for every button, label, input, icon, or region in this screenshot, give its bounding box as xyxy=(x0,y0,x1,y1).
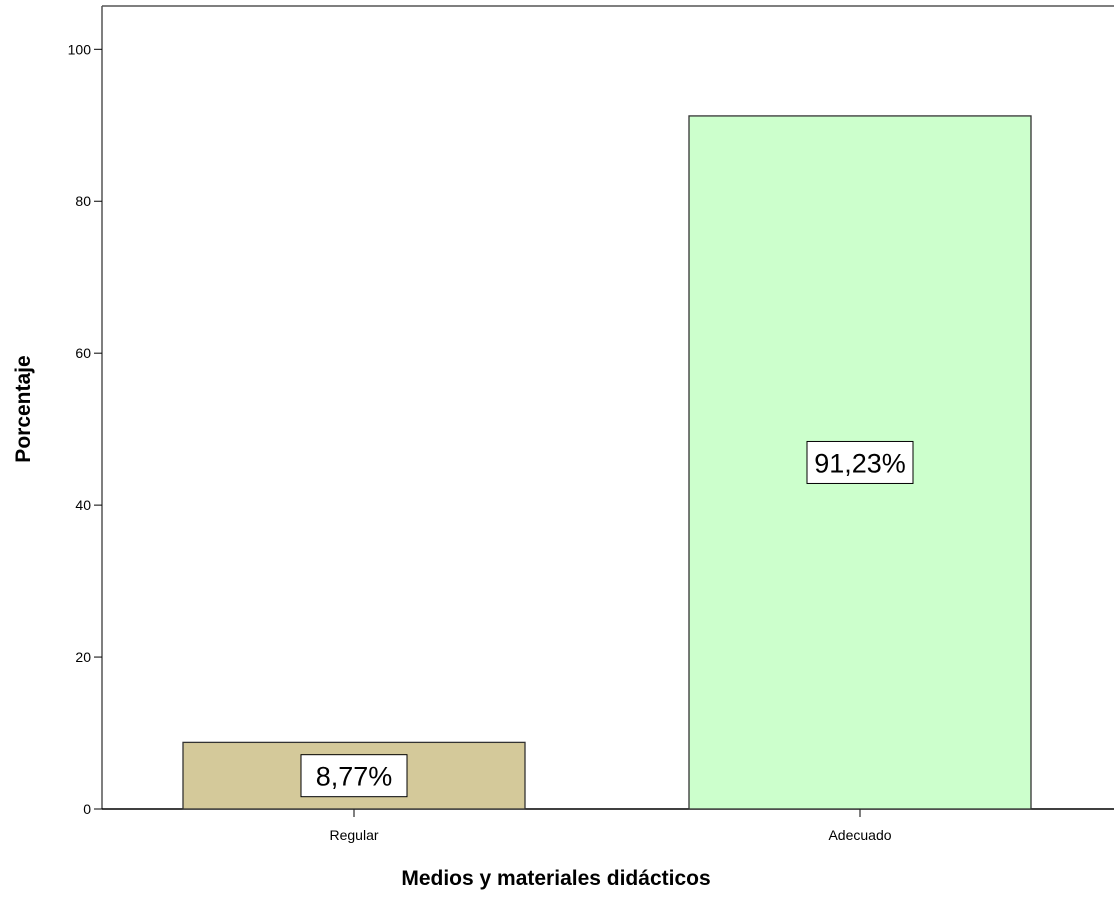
y-tick-label: 20 xyxy=(75,649,91,665)
y-axis-title: Porcentaje xyxy=(12,355,35,462)
x-axis: Regular Adecuado xyxy=(329,809,892,843)
y-tick-label: 0 xyxy=(83,801,91,817)
y-tick-label: 80 xyxy=(75,193,91,209)
data-labels: 8,77% 91,23% xyxy=(300,440,914,798)
data-label-text: 8,77% xyxy=(316,762,393,792)
data-label-box xyxy=(806,440,914,484)
x-tick-label: Adecuado xyxy=(828,827,891,843)
y-tick-label: 40 xyxy=(75,497,91,513)
y-tick-label: 100 xyxy=(68,41,92,57)
x-tick-label: Regular xyxy=(329,827,378,843)
data-label-regular: 8,77% xyxy=(300,754,408,798)
y-tick-label: 60 xyxy=(75,345,91,361)
y-axis: 0 20 40 60 80 100 xyxy=(68,41,102,817)
data-label-box xyxy=(300,754,408,798)
data-label-adecuado: 91,23% xyxy=(806,440,914,484)
x-axis-title: Medios y materiales didácticos xyxy=(401,867,710,890)
data-label-text: 91,23% xyxy=(814,448,906,478)
